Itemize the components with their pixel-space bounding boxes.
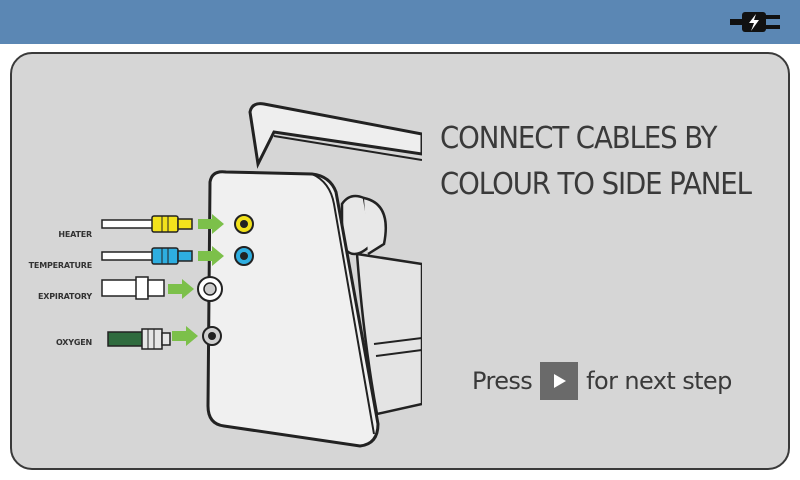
prompt-text-after: for next step [586, 367, 732, 395]
cable-label-expiratory: EXPIRATORY [38, 292, 92, 301]
instruction-panel: HEATER TEMPERATURE EXPIRATORY OXYGEN CON… [10, 52, 790, 470]
next-step-button[interactable] [540, 362, 579, 400]
instruction-heading: CONNECT CABLES BY COLOUR TO SIDE PANEL [440, 116, 753, 208]
expiratory-cable [101, 276, 165, 300]
instruction-line-1: CONNECT CABLES BY [440, 121, 717, 156]
next-step-prompt: Press for next step [472, 360, 732, 402]
temperature-cable [101, 247, 193, 265]
top-status-bar [0, 0, 800, 44]
side-panel-connection-illustration: HEATER TEMPERATURE EXPIRATORY OXYGEN [29, 102, 422, 448]
connect-arrows [168, 214, 224, 346]
device-side-panel [206, 170, 380, 448]
cable-label-heater: HEATER [58, 230, 92, 239]
instruction-line-2: COLOUR TO SIDE PANEL [440, 167, 752, 202]
play-icon [554, 374, 567, 388]
cable-label-oxygen: OXYGEN [56, 338, 92, 347]
oxygen-cable [107, 328, 171, 350]
heater-cable [101, 215, 193, 233]
power-plug-icon [730, 12, 780, 32]
prompt-text-before: Press [472, 367, 533, 395]
cable-label-temperature: TEMPERATURE [29, 261, 92, 270]
device-frame [248, 102, 422, 169]
